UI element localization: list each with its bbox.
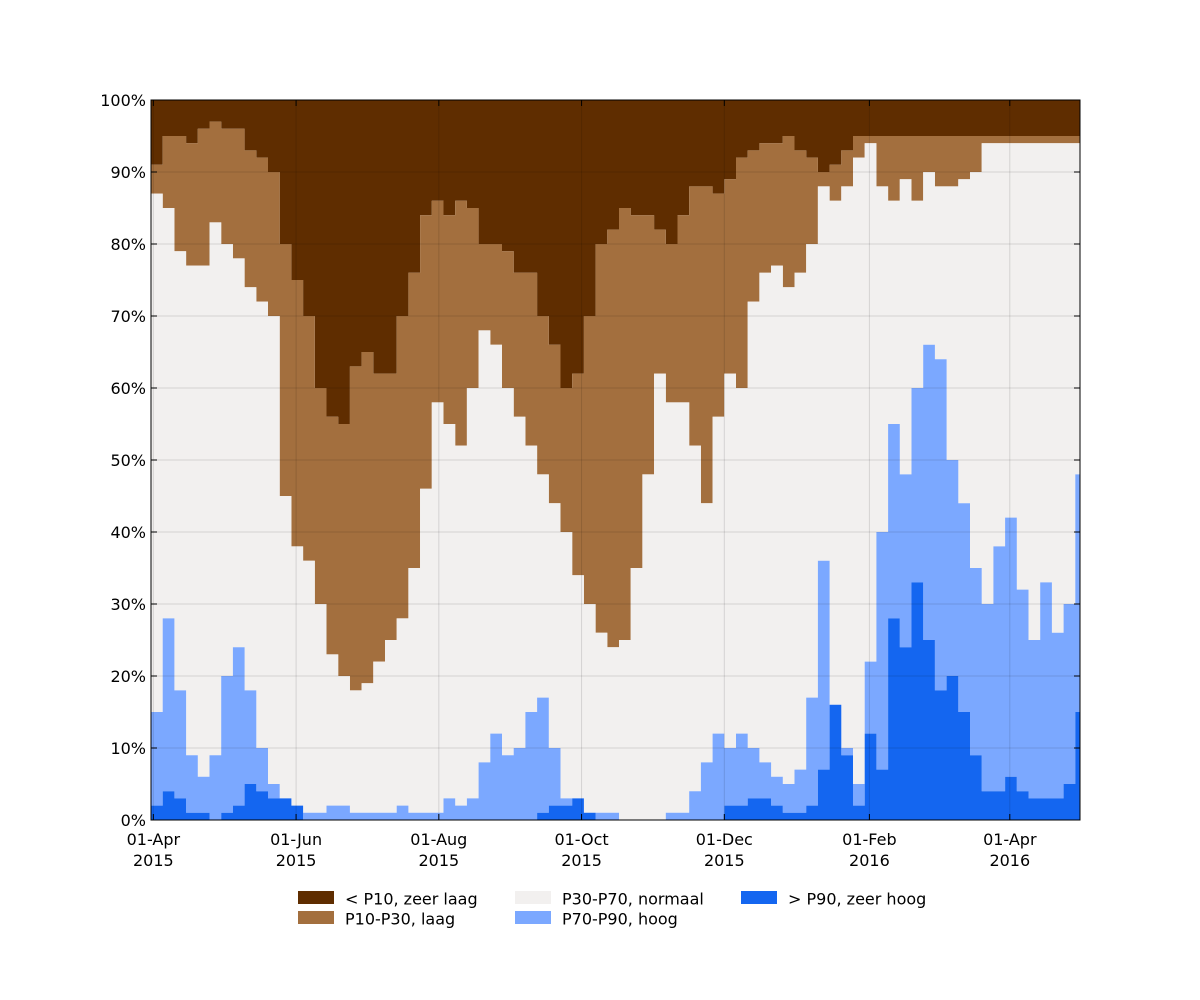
x-tick-year-label: 2015 xyxy=(561,851,602,870)
legend-label: P70-P90, hoog xyxy=(562,909,678,929)
x-tick-year-label: 2015 xyxy=(133,851,174,870)
legend-item-p10-p30: P10-P30, laag xyxy=(298,909,455,929)
legend-item-lt-p10: < P10, zeer laag xyxy=(298,889,478,909)
x-tick-label: 01-Apr xyxy=(983,830,1037,849)
legend-item-p70-p90: P70-P90, hoog xyxy=(515,909,678,929)
legend-swatch xyxy=(515,891,551,904)
area-p70-p90 xyxy=(151,344,1080,820)
y-tick-labels: 0% 10% 20% 30% 40% 50% 60% 70% 80% 90% 100% xyxy=(100,91,146,830)
area-gt-p90 xyxy=(151,582,1080,820)
legend: < P10, zeer laag P10-P30, laag P30-P70, … xyxy=(298,889,958,933)
area-p30-p70 xyxy=(151,143,1080,820)
x-tick-label: 01-Dec xyxy=(696,830,753,849)
x-tick-label: 01-Jun xyxy=(270,830,322,849)
y-tick-label: 50% xyxy=(110,451,146,470)
y-tick-label: 20% xyxy=(110,667,146,686)
area-lt-p10 xyxy=(151,100,1080,424)
x-tick-label: 01-Aug xyxy=(410,830,467,849)
y-tick-label: 30% xyxy=(110,595,146,614)
y-tick-label: 80% xyxy=(110,235,146,254)
legend-swatch xyxy=(298,891,334,904)
legend-swatch xyxy=(741,891,777,904)
plot-area xyxy=(151,100,1080,820)
legend-swatch xyxy=(298,911,334,924)
axes-frame xyxy=(150,99,1081,821)
x-tick-label: 01-Feb xyxy=(842,830,896,849)
y-tick-label: 100% xyxy=(100,91,146,110)
legend-label: P30-P70, normaal xyxy=(562,889,704,909)
y-tick-label: 40% xyxy=(110,523,146,542)
legend-item-p30-p70: P30-P70, normaal xyxy=(515,889,704,909)
legend-label: > P90, zeer hoog xyxy=(788,889,927,909)
x-tick-year-label: 2016 xyxy=(989,851,1030,870)
legend-label: P10-P30, laag xyxy=(345,909,456,929)
legend-item-gt-p90: > P90, zeer hoog xyxy=(741,889,926,909)
area-p10-p30 xyxy=(151,121,1080,691)
x-tick-year-label: 2016 xyxy=(849,851,890,870)
x-tick-year-label: 2015 xyxy=(276,851,317,870)
x-tick-label: 01-Oct xyxy=(554,830,608,849)
x-tick-year-label: 2015 xyxy=(704,851,745,870)
y-tick-label: 0% xyxy=(121,811,146,830)
y-tick-label: 90% xyxy=(110,163,146,182)
y-tick-label: 60% xyxy=(110,379,146,398)
legend-label: < P10, zeer laag xyxy=(345,889,478,909)
y-tick-label: 10% xyxy=(110,739,146,758)
x-tick-label: 01-Apr xyxy=(127,830,181,849)
legend-swatch xyxy=(515,911,551,924)
x-tick-labels: 01-Apr 2015 01-Jun 2015 01-Aug 2015 01-Oct 2015… xyxy=(127,830,1037,870)
x-tick-year-label: 2015 xyxy=(418,851,459,870)
y-tick-label: 70% xyxy=(110,307,146,326)
